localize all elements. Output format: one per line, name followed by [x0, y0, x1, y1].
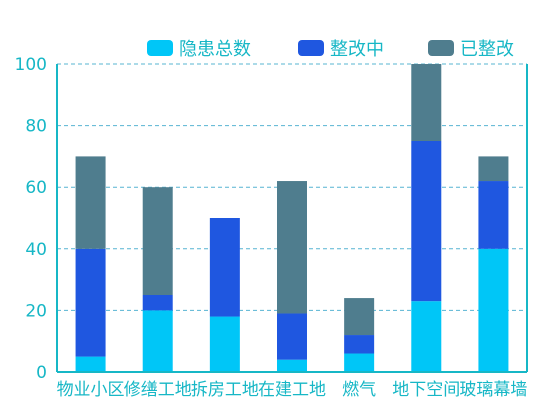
- x-tick-label-5: 燃气: [342, 380, 376, 400]
- x-tick-label-3: 拆房工地: [191, 380, 259, 400]
- bar-1-3: [209, 316, 240, 372]
- bar-3-7: [478, 156, 509, 182]
- legend-label-2: 整改中: [330, 39, 384, 60]
- legend-swatch-3: [428, 40, 454, 56]
- legend-label-1: 隐患总数: [179, 39, 251, 60]
- legend-item-3: 已整改: [428, 39, 514, 60]
- y-tick-label-80: 80: [25, 117, 47, 137]
- bar-1-4: [277, 359, 307, 372]
- bar-3-5: [344, 298, 375, 336]
- x-tick-labels: 物业小区 修缮工地 拆房工地 在建工地 燃气 地下空间 玻璃幕墙: [57, 380, 528, 400]
- x-tick-label-7: 玻璃幕墙: [459, 380, 527, 400]
- legend-item-2: 整改中: [298, 39, 384, 60]
- bar-2-4: [277, 313, 307, 360]
- bar-2-5: [344, 335, 375, 354]
- y-tick-label-100: 100: [15, 55, 47, 75]
- bar-2-3: [209, 218, 240, 317]
- bar-2-6: [411, 141, 442, 302]
- bar-3-6: [411, 64, 442, 141]
- legend-swatch-2: [298, 40, 324, 56]
- legend-swatch-1: [147, 40, 173, 56]
- x-tick-label-4: 在建工地: [258, 380, 326, 400]
- x-tick-label-1: 物业小区: [57, 380, 125, 400]
- bars: [75, 64, 509, 372]
- y-tick-label-60: 60: [25, 178, 47, 198]
- x-tick-label-6: 地下空间: [392, 380, 460, 400]
- bar-3-1: [75, 156, 106, 249]
- y-tick-label-0: 0: [36, 363, 47, 383]
- y-tick-labels: 0 20 40 60 80 100: [15, 55, 47, 383]
- bar-1-1: [75, 356, 106, 372]
- y-tick-label-20: 20: [25, 301, 47, 321]
- y-tick-label-40: 40: [25, 240, 47, 260]
- axes: [56, 64, 528, 373]
- bar-2-2: [142, 295, 173, 311]
- legend-label-3: 已整改: [460, 39, 514, 60]
- legend: 隐患总数 整改中 已整改: [147, 39, 514, 60]
- bar-2-1: [75, 248, 106, 357]
- bar-3-4: [277, 181, 307, 314]
- bar-1-2: [142, 310, 173, 372]
- bar-1-6: [411, 301, 442, 372]
- legend-item-1: 隐患总数: [147, 39, 251, 60]
- bar-1-7: [478, 248, 509, 372]
- bar-1-5: [344, 353, 375, 372]
- x-tick-label-2: 修缮工地: [124, 380, 192, 400]
- bar-2-7: [478, 181, 509, 249]
- bar-3-2: [142, 187, 173, 295]
